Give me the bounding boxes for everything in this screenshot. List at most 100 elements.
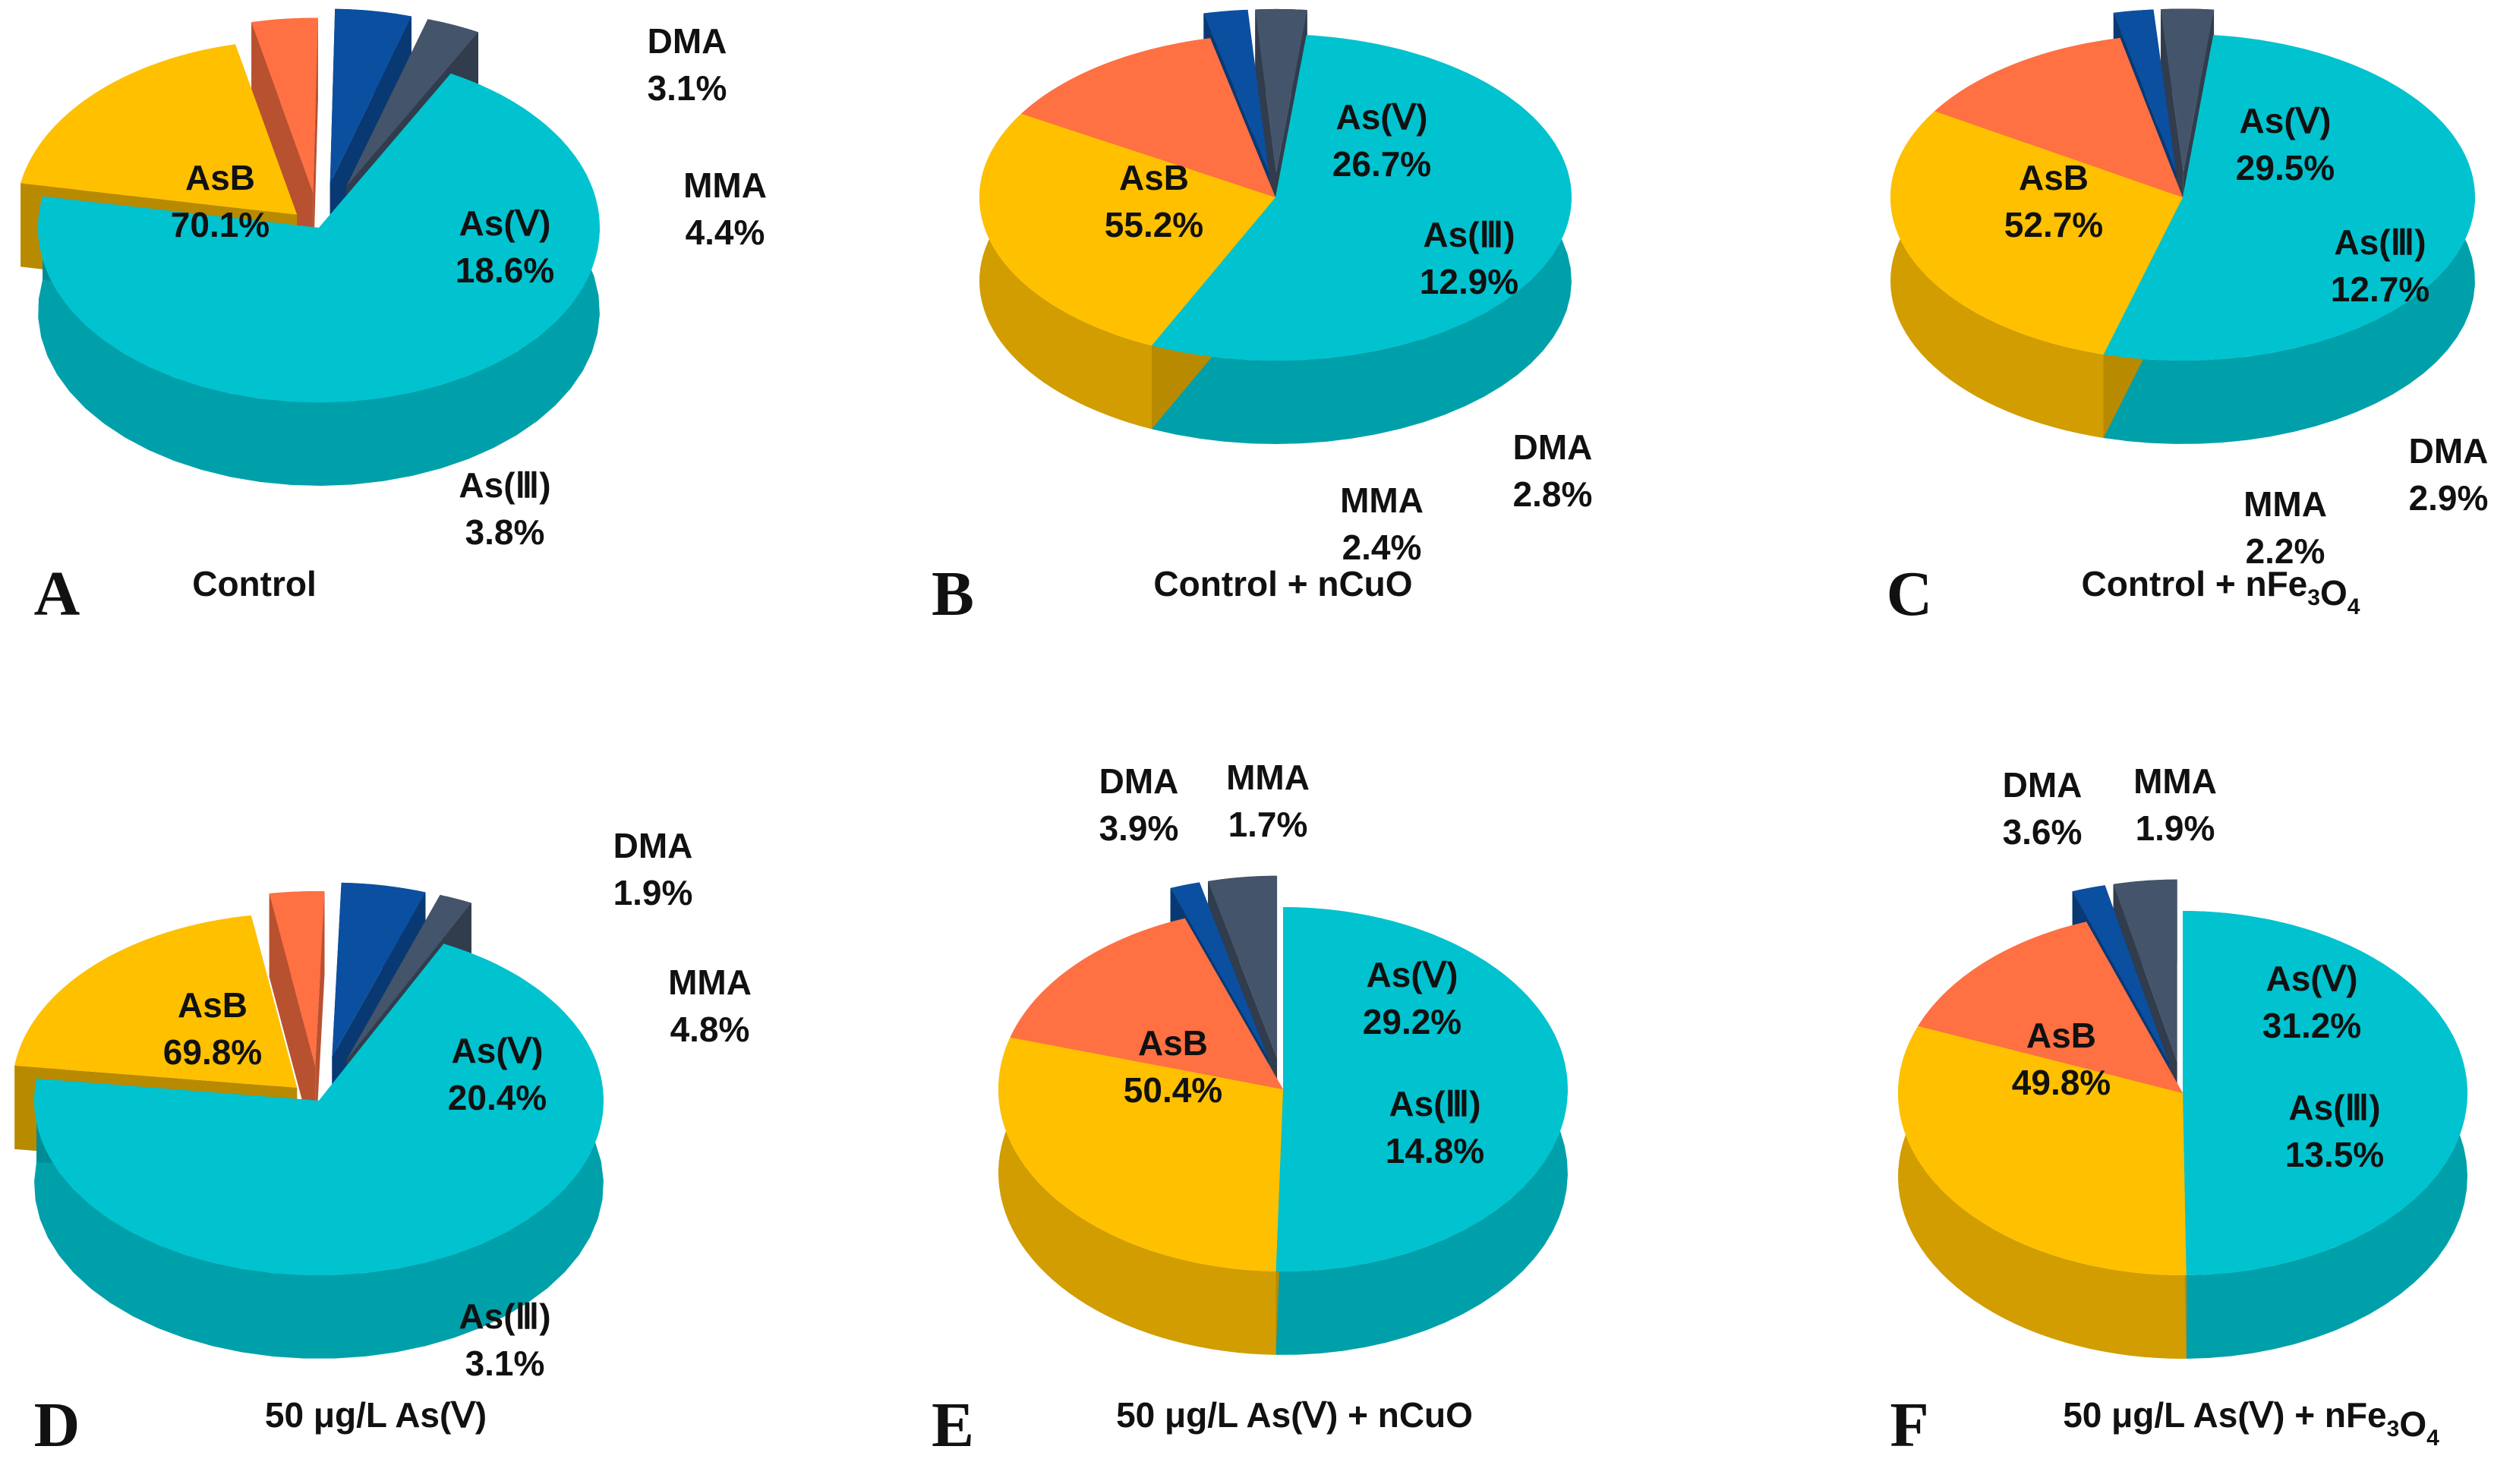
slice-value-asb: 50.4%: [1124, 1070, 1222, 1110]
slice-value-dma: 2.8%: [1513, 474, 1593, 514]
panel-caption: Control + nCuO: [1153, 564, 1412, 603]
slice-value-dma: 2.9%: [2409, 478, 2489, 518]
slice-value-as-v: 31.2%: [2262, 1006, 2361, 1045]
pie-slice-as-v: [1890, 111, 2183, 354]
pie-slice-mma: [1170, 882, 1269, 1060]
pie-slice-mma: [1203, 9, 1269, 173]
pie-panel-d: AsB 69.8% As(Ⅴ) 20.4% As(Ⅲ) 3.1% MMA 4.8% DMA 1.9…: [14, 826, 752, 1460]
slice-value-as-iii: 13.5%: [2285, 1135, 2384, 1174]
pie-panel-a: AsB 70.1% As(Ⅴ) 18.6% As(Ⅲ) 3.8% MMA 4.4% DMA 3.1…: [20, 8, 767, 629]
slice-name-asb: AsB: [1119, 158, 1189, 197]
pie-edge-as-iii-end: [313, 17, 318, 276]
pie-wall-as-v: [1898, 1026, 2187, 1359]
slice-value-mma: 1.9%: [2136, 808, 2215, 848]
panel-letter: C: [1887, 559, 1933, 629]
pie-slice-as-iii: [1010, 918, 1283, 1089]
slice-name-as-v: As(Ⅴ): [452, 1031, 544, 1070]
pie-slice-mma: [329, 8, 411, 184]
slice-value-as-iii: 3.1%: [465, 1344, 545, 1383]
pie-slice-as-v: [1897, 1026, 2187, 1276]
panel-letter: F: [1890, 1390, 1928, 1460]
slice-name-mma: MMA: [2243, 484, 2327, 524]
pie-slice-asb: [33, 944, 604, 1275]
panel-caption: 50 μg/L As(Ⅴ) + nCuO: [1116, 1395, 1473, 1435]
slice-name-dma: DMA: [613, 826, 693, 865]
panel-letter: E: [932, 1390, 974, 1460]
slice-name-as-iii: As(Ⅲ): [459, 1297, 550, 1336]
slice-value-as-iii: 3.8%: [465, 512, 545, 552]
slice-value-mma: 1.7%: [1228, 805, 1308, 844]
pie-slice-dma: [2161, 8, 2215, 172]
pie-slice-dma: [2113, 879, 2177, 1062]
panel-letter: D: [34, 1390, 80, 1460]
slice-value-as-iii: 12.9%: [1420, 262, 1518, 301]
slice-name-asb: AsB: [185, 158, 255, 197]
pie-panel-e: AsB 50.4% As(Ⅴ) 29.2% As(Ⅲ) 14.8% MMA 1.7% DMA 3.…: [932, 758, 1568, 1460]
slice-name-as-iii: As(Ⅲ): [2334, 222, 2426, 262]
slice-value-asb: 69.8%: [163, 1032, 262, 1072]
slice-name-mma: MMA: [668, 963, 752, 1002]
slice-value-asb: 49.8%: [2012, 1063, 2111, 1102]
pie-slice-as-v: [998, 1037, 1283, 1271]
slice-name-as-iii: As(Ⅲ): [459, 465, 550, 505]
pie-slice-asb: [1151, 35, 1572, 361]
slice-value-dma: 3.1%: [648, 68, 727, 108]
pie-slice-asb: [1275, 907, 1568, 1271]
slice-value-dma: 1.9%: [613, 873, 693, 912]
slice-name-as-iii: As(Ⅲ): [1423, 215, 1515, 254]
slice-name-as-v: As(Ⅴ): [2240, 101, 2332, 140]
slice-value-as-v: 29.2%: [1363, 1002, 1461, 1041]
slice-name-dma: DMA: [2409, 431, 2489, 471]
slice-name-mma: MMA: [1340, 480, 1424, 520]
pie-slice-asb: [2183, 911, 2467, 1275]
slice-value-asb: 70.1%: [171, 205, 270, 244]
pie-slice-as-iii: [1021, 38, 1275, 198]
pie-edge-as-iii-start: [251, 22, 314, 276]
slice-value-mma: 2.2%: [2246, 531, 2325, 571]
slice-value-as-iii: 12.7%: [2331, 269, 2429, 309]
pie-slice-mma: [332, 882, 426, 1057]
pie-slice-dma: [1208, 875, 1278, 1058]
pie-slice-as-iii: [269, 891, 325, 1067]
panel-letter: B: [932, 559, 974, 629]
slice-value-dma: 3.6%: [2003, 812, 2083, 852]
pie-slice-as-v: [14, 915, 298, 1088]
slice-name-asb: AsB: [1138, 1023, 1208, 1063]
slice-name-as-v: As(Ⅴ): [459, 203, 551, 243]
slice-value-as-v: 20.4%: [448, 1078, 547, 1117]
slice-value-asb: 55.2%: [1105, 205, 1203, 244]
pie-slice-dma: [346, 894, 471, 1060]
pie-wall-asb: [38, 73, 600, 486]
panel-caption: 50 μg/L As(Ⅴ): [265, 1395, 487, 1435]
slice-value-mma: 2.4%: [1342, 528, 1422, 567]
slice-value-mma: 4.8%: [670, 1010, 750, 1049]
slice-name-as-v: As(Ⅴ): [1336, 97, 1428, 137]
slice-value-as-v: 26.7%: [1332, 144, 1431, 184]
slice-name-mma: MMA: [683, 165, 767, 205]
slice-name-as-v: As(Ⅴ): [2266, 959, 2358, 998]
pie-wall-asb: [34, 944, 604, 1359]
pie-edge-as-iii-end: [315, 891, 325, 1150]
pie-slice-mma: [2113, 9, 2177, 172]
slice-value-as-iii: 14.8%: [1386, 1131, 1484, 1171]
pie-slice-mma: [2072, 885, 2169, 1063]
pie-slice-asb: [2103, 35, 2476, 361]
slice-name-mma: MMA: [1226, 758, 1310, 797]
pie-slice-as-iii: [1934, 37, 2183, 198]
pie-slice-asb: [37, 73, 600, 402]
pie-slice-as-v: [979, 113, 1275, 346]
pie-slice-dma: [346, 19, 478, 187]
slice-name-as-v: As(Ⅴ): [1367, 955, 1458, 994]
pie-wall-as-v: [979, 113, 1152, 430]
pie-wall-as-v: [1890, 111, 2104, 438]
slice-value-mma: 4.4%: [686, 213, 765, 252]
slice-name-asb: AsB: [2026, 1016, 2096, 1055]
slice-value-as-v: 18.6%: [456, 250, 554, 290]
pie-slice-as-iii: [251, 17, 318, 193]
panel-caption: 50 μg/L As(Ⅴ) + nFe3O4: [2063, 1395, 2439, 1451]
pie-wall-as-v: [998, 1037, 1276, 1355]
panel-letter: A: [34, 559, 80, 629]
slice-name-as-iii: As(Ⅲ): [2288, 1088, 2380, 1127]
pie-slice-as-v: [20, 44, 298, 215]
